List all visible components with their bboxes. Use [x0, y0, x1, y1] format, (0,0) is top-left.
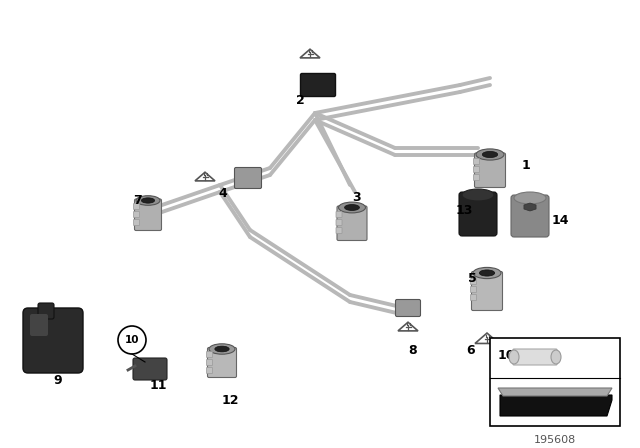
Ellipse shape — [473, 267, 501, 279]
FancyBboxPatch shape — [23, 308, 83, 373]
Ellipse shape — [462, 189, 494, 201]
Ellipse shape — [509, 350, 519, 364]
Text: 3: 3 — [352, 190, 360, 203]
FancyBboxPatch shape — [470, 279, 477, 284]
FancyBboxPatch shape — [474, 175, 479, 181]
FancyBboxPatch shape — [470, 287, 477, 293]
FancyBboxPatch shape — [134, 220, 140, 225]
Ellipse shape — [141, 198, 155, 203]
Text: 11: 11 — [150, 379, 168, 392]
Text: 195608: 195608 — [534, 435, 576, 445]
FancyBboxPatch shape — [490, 338, 620, 426]
FancyBboxPatch shape — [134, 211, 140, 217]
FancyBboxPatch shape — [301, 73, 335, 96]
FancyBboxPatch shape — [337, 206, 367, 241]
FancyBboxPatch shape — [474, 153, 506, 188]
Text: 2: 2 — [296, 94, 305, 107]
FancyBboxPatch shape — [38, 303, 54, 319]
FancyBboxPatch shape — [207, 359, 212, 366]
FancyBboxPatch shape — [134, 199, 161, 231]
FancyBboxPatch shape — [133, 358, 167, 380]
FancyBboxPatch shape — [474, 167, 479, 172]
Text: 13: 13 — [456, 203, 474, 216]
Text: 7: 7 — [133, 194, 141, 207]
FancyBboxPatch shape — [459, 192, 497, 236]
Polygon shape — [498, 388, 612, 396]
FancyBboxPatch shape — [234, 168, 262, 189]
FancyBboxPatch shape — [207, 348, 237, 378]
Polygon shape — [524, 203, 536, 211]
FancyBboxPatch shape — [470, 294, 477, 301]
Text: 10: 10 — [125, 335, 140, 345]
Text: 6: 6 — [466, 344, 475, 357]
Ellipse shape — [476, 149, 504, 160]
Text: 9: 9 — [53, 374, 61, 387]
Ellipse shape — [551, 350, 561, 364]
Text: 4: 4 — [218, 186, 227, 199]
Ellipse shape — [344, 205, 360, 211]
FancyBboxPatch shape — [336, 220, 342, 225]
Ellipse shape — [209, 344, 235, 354]
Polygon shape — [500, 395, 612, 416]
Ellipse shape — [136, 196, 160, 205]
Text: 10: 10 — [498, 349, 515, 362]
FancyBboxPatch shape — [134, 203, 140, 210]
FancyBboxPatch shape — [513, 349, 557, 365]
FancyBboxPatch shape — [472, 271, 502, 310]
Ellipse shape — [483, 151, 498, 158]
Ellipse shape — [215, 346, 229, 352]
Ellipse shape — [339, 202, 365, 213]
FancyBboxPatch shape — [207, 367, 212, 374]
FancyBboxPatch shape — [336, 228, 342, 233]
FancyBboxPatch shape — [511, 195, 549, 237]
FancyBboxPatch shape — [474, 159, 479, 164]
Text: 12: 12 — [222, 393, 239, 406]
Text: 8: 8 — [408, 344, 417, 357]
Text: 14: 14 — [552, 214, 570, 227]
FancyBboxPatch shape — [336, 211, 342, 217]
FancyBboxPatch shape — [396, 300, 420, 316]
Text: 5: 5 — [468, 271, 477, 284]
Text: 1: 1 — [522, 159, 531, 172]
FancyBboxPatch shape — [30, 314, 48, 336]
Ellipse shape — [514, 192, 546, 204]
FancyBboxPatch shape — [207, 352, 212, 358]
Ellipse shape — [479, 270, 495, 276]
